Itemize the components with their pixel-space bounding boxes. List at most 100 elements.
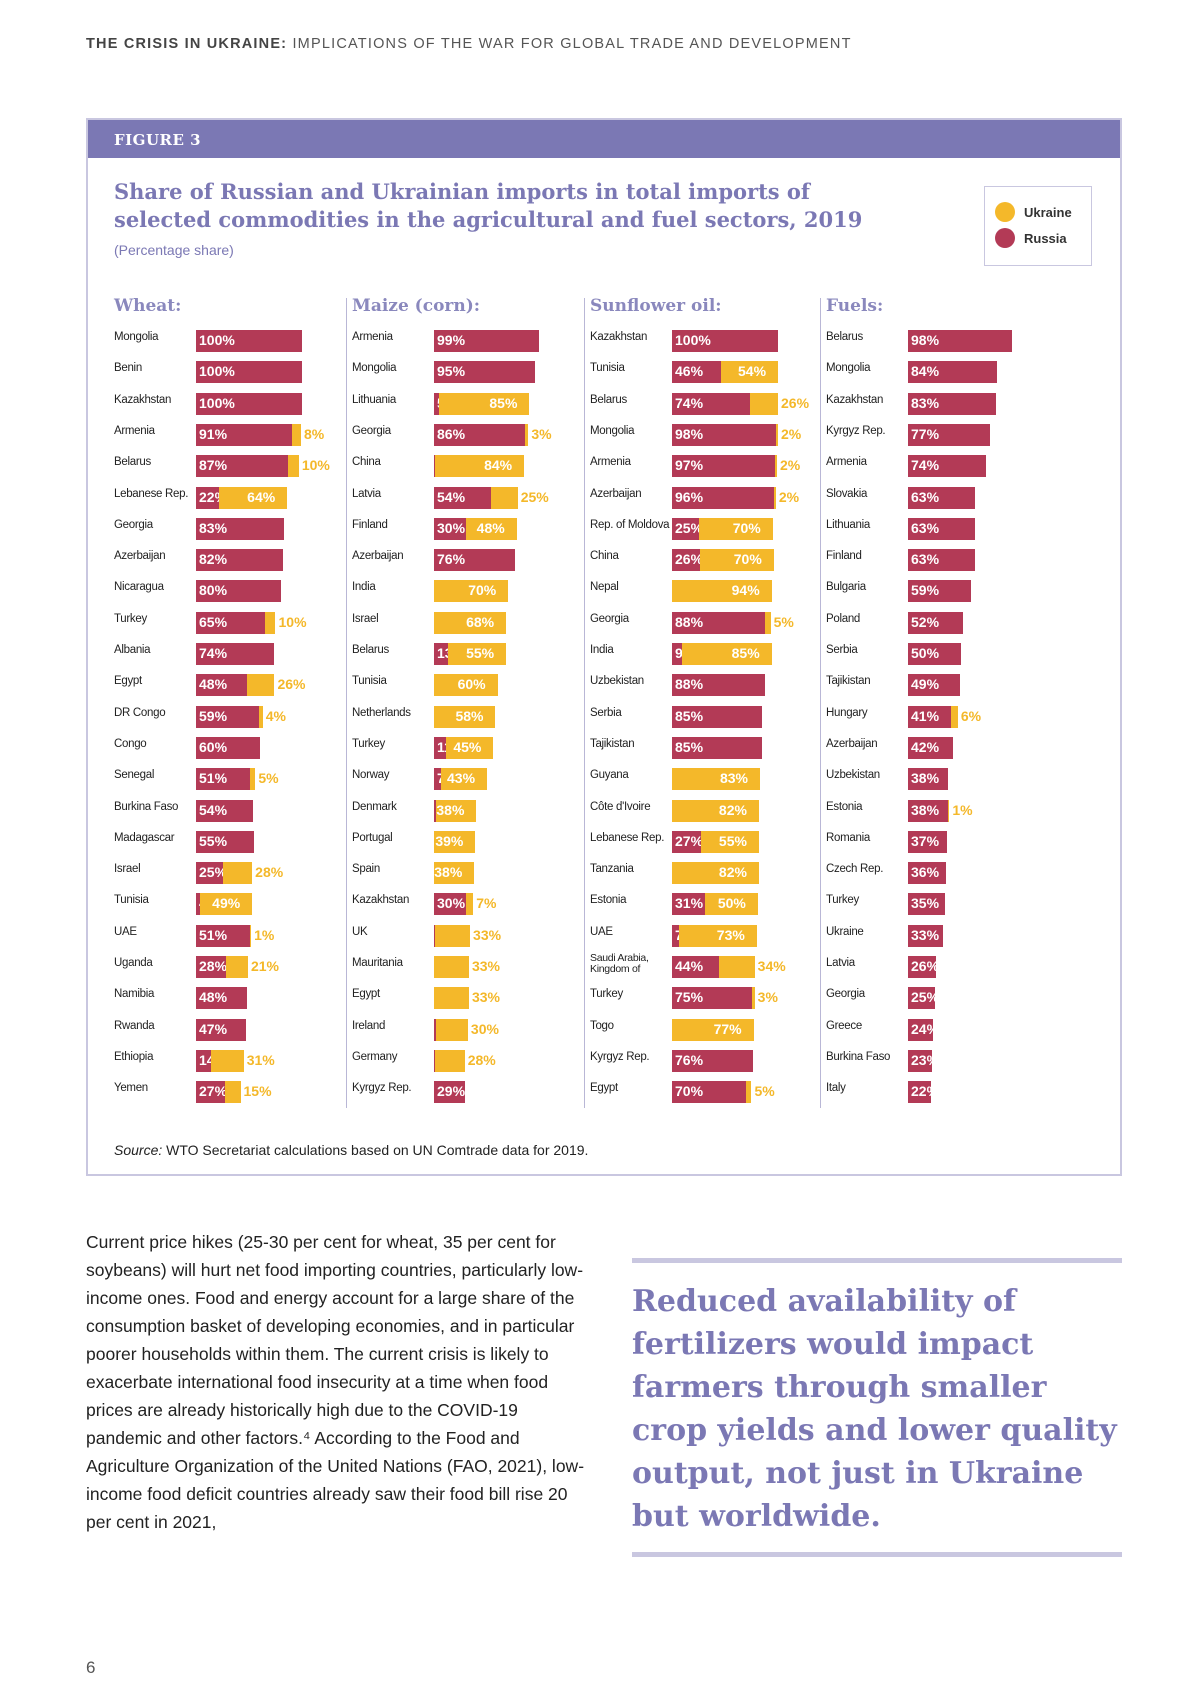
bar-ukraine [445, 736, 494, 759]
value-russia: 49% [911, 676, 940, 693]
value-russia: 30% [437, 895, 466, 912]
country-label: Germany [352, 1050, 398, 1063]
bar-ukraine [434, 830, 476, 853]
pull-quote: Reduced availability of fertilizers woul… [632, 1284, 1117, 1534]
value-russia: 44% [675, 958, 704, 974]
bar-russia [908, 799, 949, 822]
chart-row: Lebanese Rep. 27% 55% [590, 827, 810, 858]
pull-quote-rule-bottom [632, 1552, 1122, 1557]
panel-wheat: Wheat: Mongolia 100% Benin 100% Kazakhstan 10… [114, 296, 334, 1116]
value-russia: 54% [437, 488, 466, 505]
value-ukraine: 64% [247, 488, 276, 505]
bar-ukraine [222, 862, 253, 885]
bar-ukraine [224, 1081, 241, 1104]
country-label: Serbia [590, 706, 622, 719]
country-label: Armenia [352, 331, 393, 343]
bar-russia [672, 361, 721, 384]
chart-row: Ireland2%30% [352, 1015, 572, 1046]
value-ukraine: 25% [520, 488, 549, 505]
value-russia: 55% [199, 832, 228, 849]
value-ukraine: 38% [434, 864, 463, 881]
bar-russia [672, 736, 763, 759]
country-label: Mongolia [352, 362, 397, 375]
value-ukraine: 5% [754, 1083, 775, 1100]
chart-row: Serbia 85% [590, 702, 810, 733]
country-label: Côte d'Ivoire [590, 800, 651, 813]
bar-russia [434, 330, 539, 352]
country-label: Belarus [114, 456, 151, 469]
value-russia: 27% [199, 1083, 228, 1100]
value-russia: 85% [675, 707, 704, 724]
country-label: Nicaragua [114, 581, 164, 594]
bar-russia [196, 643, 275, 665]
country-label: Nepal [590, 581, 619, 594]
value-russia: 75% [675, 989, 704, 1006]
page-number: 6 [86, 1658, 96, 1677]
chart-row: Uzbekistan 38% [826, 764, 1046, 795]
chart-row: Poland 52% [826, 608, 1046, 639]
chart-row: Nicaragua 80% [114, 576, 334, 607]
country-label: Finland [352, 518, 388, 531]
bar-ukraine [434, 705, 496, 728]
bar-russia [196, 330, 302, 352]
country-label: Georgia [826, 988, 865, 1001]
chart-row: Turkey 75% 3% [590, 983, 810, 1014]
country-label: Tanzania [590, 863, 634, 876]
value-russia: 96% [675, 488, 704, 505]
bar-ukraine [751, 987, 755, 1010]
value-ukraine: 4% [265, 707, 286, 724]
chart-row: Tajikistan 85% [590, 733, 810, 764]
country-label: Saudi Arabia, Kingdom of [590, 952, 649, 975]
country-label: Uzbekistan [826, 769, 880, 782]
chart-row: China1%84% [352, 451, 572, 482]
bar-ukraine [773, 486, 776, 509]
legend-swatch-russia [995, 228, 1015, 248]
bar-ukraine [210, 1049, 244, 1072]
country-label: Ethiopia [114, 1050, 154, 1063]
country-label: UK [352, 925, 368, 938]
value-russia: 85% [675, 738, 704, 755]
country-label: Lithuania [826, 518, 870, 531]
country-label: Mauritania [352, 957, 403, 969]
chart-row: Kyrgyz Rep. 77% [826, 420, 1046, 451]
panel-maize: Maize (corn): Armenia 99% Mongolia 95% Lithu… [352, 296, 572, 1116]
bar-russia [196, 893, 201, 916]
chart-row: Lithuania5%85% [352, 389, 572, 420]
source-text: WTO Secretariat calculations based on UN… [162, 1142, 589, 1158]
chart-row: Slovakia 63% [826, 483, 1046, 514]
chart-row: Finland 63% [826, 545, 1046, 576]
value-russia: 26% [675, 551, 704, 568]
source-label: Source: [114, 1142, 163, 1158]
value-russia: 25% [199, 864, 228, 881]
chart-row: Latvia 26% [826, 952, 1046, 983]
bar-ukraine [491, 486, 518, 509]
chart-row: Nepal 94% [590, 576, 810, 607]
country-label: Mongolia [826, 362, 871, 375]
bar-russia [196, 580, 281, 603]
value-ukraine: 70% [732, 519, 761, 536]
legend-item-ukraine: Ukraine [995, 199, 1081, 225]
bar-russia [196, 862, 223, 885]
chart-row: UK1%33% [352, 921, 572, 952]
value-ukraine: 26% [277, 676, 306, 693]
bar-russia [434, 736, 446, 759]
chart-row: Kyrgyz Rep. 29% [352, 1077, 572, 1108]
value-russia: 91% [199, 425, 228, 442]
country-label: Albania [114, 644, 151, 656]
bar-russia [196, 549, 283, 572]
bar-ukraine [435, 1049, 465, 1072]
value-russia: 99% [437, 332, 466, 348]
chart-row: Georgia 88% 5% [590, 608, 810, 639]
bar-ukraine [200, 893, 253, 916]
value-russia: 70% [675, 1083, 704, 1100]
chart-row: Rep. of Moldova 25% 70% [590, 514, 810, 545]
bar-russia [196, 455, 289, 478]
bar-russia [672, 1081, 747, 1104]
country-label: Azerbaijan [590, 487, 642, 500]
panel-divider [346, 298, 347, 1108]
chart-row: Estonia 38% 1% [826, 796, 1046, 827]
country-label: Armenia [114, 424, 155, 437]
country-label: Kyrgyz Rep. [352, 1082, 412, 1095]
bar-ukraine [750, 392, 778, 415]
bar-ukraine [775, 423, 778, 446]
